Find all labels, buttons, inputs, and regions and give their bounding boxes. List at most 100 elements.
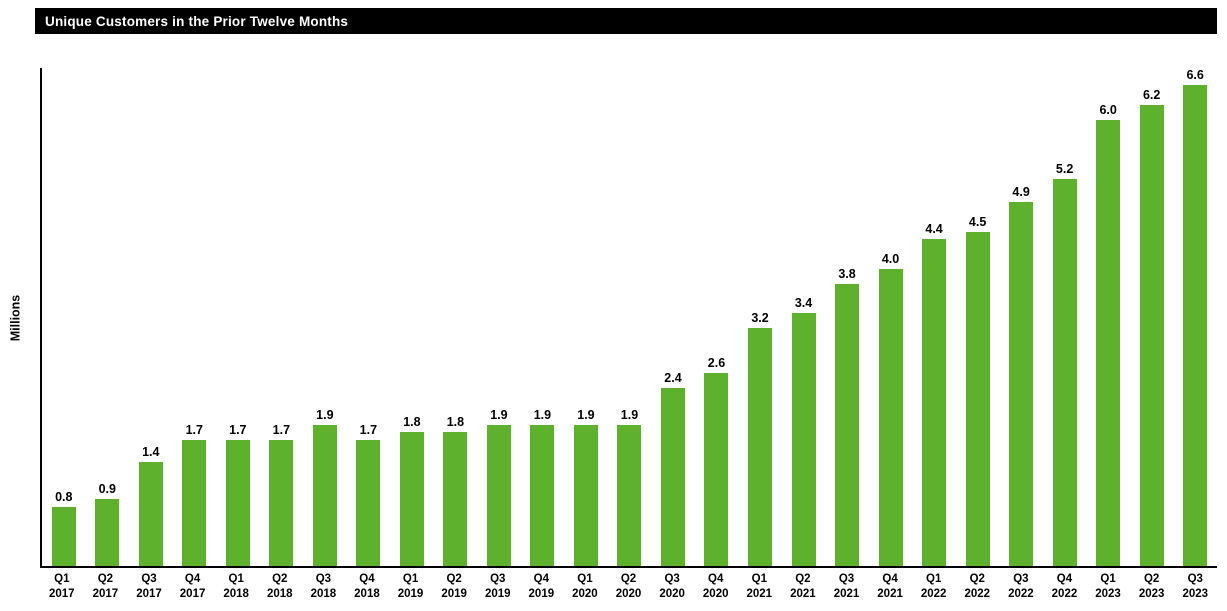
- bar-value-label: 1.9: [316, 408, 334, 422]
- bar-value-label: 1.4: [142, 445, 160, 459]
- bar-value-label: 1.7: [359, 423, 378, 437]
- bar-value-label: 4.9: [1012, 185, 1030, 199]
- x-axis-tick-label: Q4 2020: [702, 573, 729, 600]
- bar-value-label: 0.8: [55, 490, 73, 504]
- bar: [1009, 202, 1034, 566]
- bar-group: 3.2: [738, 68, 782, 566]
- bar-value-label: 1.8: [403, 415, 421, 429]
- x-axis-tick-label: Q2 2018: [266, 573, 293, 600]
- bar-group: 1.7: [260, 68, 304, 566]
- bar: [1139, 105, 1164, 566]
- bar-group: 4.0: [869, 68, 913, 566]
- bar: [356, 440, 381, 566]
- x-axis-tick-label: Q2 2021: [790, 573, 816, 600]
- bar-group: 1.7: [216, 68, 260, 566]
- bar: [791, 313, 816, 566]
- bar: [1052, 179, 1077, 566]
- bar: [443, 432, 468, 566]
- x-axis-tick-label: Q3 2021: [833, 573, 860, 600]
- bar: [617, 425, 642, 566]
- bar-value-label: 0.9: [98, 482, 116, 496]
- bar-group: 1.9: [564, 68, 608, 566]
- x-axis: Q1 2017 Q2 2017 Q3 2017 Q4 2017 Q1 2018 Q2 2018 Q3 20…: [40, 572, 1217, 602]
- bar-value-label: 1.9: [533, 408, 552, 422]
- bar-value-label: 4.0: [881, 252, 900, 266]
- bar: [704, 373, 729, 566]
- bar-value-label: 1.8: [446, 415, 465, 429]
- bar: [573, 425, 598, 566]
- bar: [138, 462, 163, 566]
- bar-group: 0.9: [86, 68, 130, 566]
- bar-group: 3.4: [782, 68, 826, 566]
- bar-value-label: 1.9: [620, 408, 639, 422]
- x-axis-tick-label: Q2 2023: [1138, 573, 1165, 600]
- bar-group: 4.9: [999, 68, 1043, 566]
- bar-group: 4.4: [912, 68, 956, 566]
- x-axis-tick-label: Q3 2020: [659, 573, 685, 600]
- bar-group: 6.6: [1173, 68, 1217, 566]
- bar-value-label: 1.7: [229, 423, 247, 437]
- x-axis-tick-label: Q3 2023: [1182, 573, 1209, 600]
- bar-value-label: 3.2: [751, 311, 769, 325]
- x-axis-tick-label: Q4 2017: [179, 573, 206, 600]
- x-axis-tick-label: Q1 2022: [920, 573, 947, 600]
- x-axis-tick-label: Q3 2018: [310, 573, 337, 600]
- bar: [965, 232, 990, 566]
- bar: [748, 328, 772, 566]
- bar-value-label: 3.4: [794, 296, 813, 310]
- bar: [51, 507, 76, 566]
- bar-value-label: 1.7: [272, 423, 291, 437]
- bar-group: 1.7: [347, 68, 391, 566]
- x-axis-tick-label: Q1 2021: [746, 573, 773, 600]
- x-axis-tick-label: Q2 2022: [964, 573, 991, 600]
- bar-group: 4.5: [956, 68, 1000, 566]
- x-axis-tick-label: Q2 2019: [441, 573, 467, 600]
- x-axis-tick-label: Q3 2022: [1008, 573, 1034, 600]
- bar-group: 1.9: [303, 68, 347, 566]
- bar: [312, 425, 337, 566]
- bar-group: 2.4: [651, 68, 695, 566]
- bar: [399, 432, 424, 566]
- bar-value-label: 6.0: [1099, 103, 1117, 117]
- bar: [922, 239, 947, 566]
- bar-group: 1.8: [390, 68, 434, 566]
- bar-value-label: 4.5: [968, 215, 987, 229]
- plot-area: 0.8 0.9 1.4 1.7 1.7 1.7 1.9 1.7 1.8 1.8 1.9 1.9 1.9 1…: [40, 68, 1217, 568]
- bar-value-label: 6.2: [1142, 88, 1161, 102]
- bar: [878, 269, 903, 566]
- bar-value-label: 6.6: [1186, 68, 1204, 82]
- bar-group: 1.8: [434, 68, 478, 566]
- x-axis-tick-label: Q1 2019: [397, 573, 424, 600]
- bar: [1096, 120, 1121, 566]
- x-axis-tick-label: Q1 2023: [1095, 573, 1121, 600]
- bar-group: 1.7: [173, 68, 217, 566]
- bar-value-label: 5.2: [1055, 162, 1074, 176]
- x-axis-tick-label: Q4 2019: [528, 573, 555, 600]
- x-axis-tick-label: Q4 2021: [877, 573, 903, 600]
- bar-group: 0.8: [42, 68, 86, 566]
- bar-group: 6.2: [1130, 68, 1174, 566]
- bar: [660, 388, 685, 566]
- bar-group: 1.9: [477, 68, 521, 566]
- chart-title: Unique Customers in the Prior Twelve Mon…: [45, 13, 349, 29]
- bar: [95, 499, 120, 566]
- y-axis-label: Millions: [8, 294, 22, 342]
- bar-group: 5.2: [1043, 68, 1087, 566]
- x-axis-tick-label: Q4 2022: [1051, 573, 1078, 600]
- bar-value-label: 1.9: [490, 408, 508, 422]
- bar-value-label: 2.6: [707, 356, 726, 370]
- bar-value-label: 2.4: [664, 371, 682, 385]
- bar: [269, 440, 294, 566]
- bar-group: 6.0: [1086, 68, 1130, 566]
- x-axis-tick-label: Q1 2020: [572, 573, 598, 600]
- x-axis-tick-label: Q3 2019: [484, 573, 511, 600]
- bar-group: 1.4: [129, 68, 173, 566]
- bar-group: 2.6: [695, 68, 739, 566]
- chart-title-bar: Unique Customers in the Prior Twelve Mon…: [35, 8, 1217, 34]
- bar: [486, 425, 511, 566]
- bar-value-label: 3.8: [838, 267, 856, 281]
- x-axis-tick-label: Q1 2018: [223, 573, 249, 600]
- bar-value-label: 1.7: [185, 423, 203, 437]
- bar: [225, 440, 250, 566]
- x-axis-tick-label: Q2 2017: [92, 573, 119, 600]
